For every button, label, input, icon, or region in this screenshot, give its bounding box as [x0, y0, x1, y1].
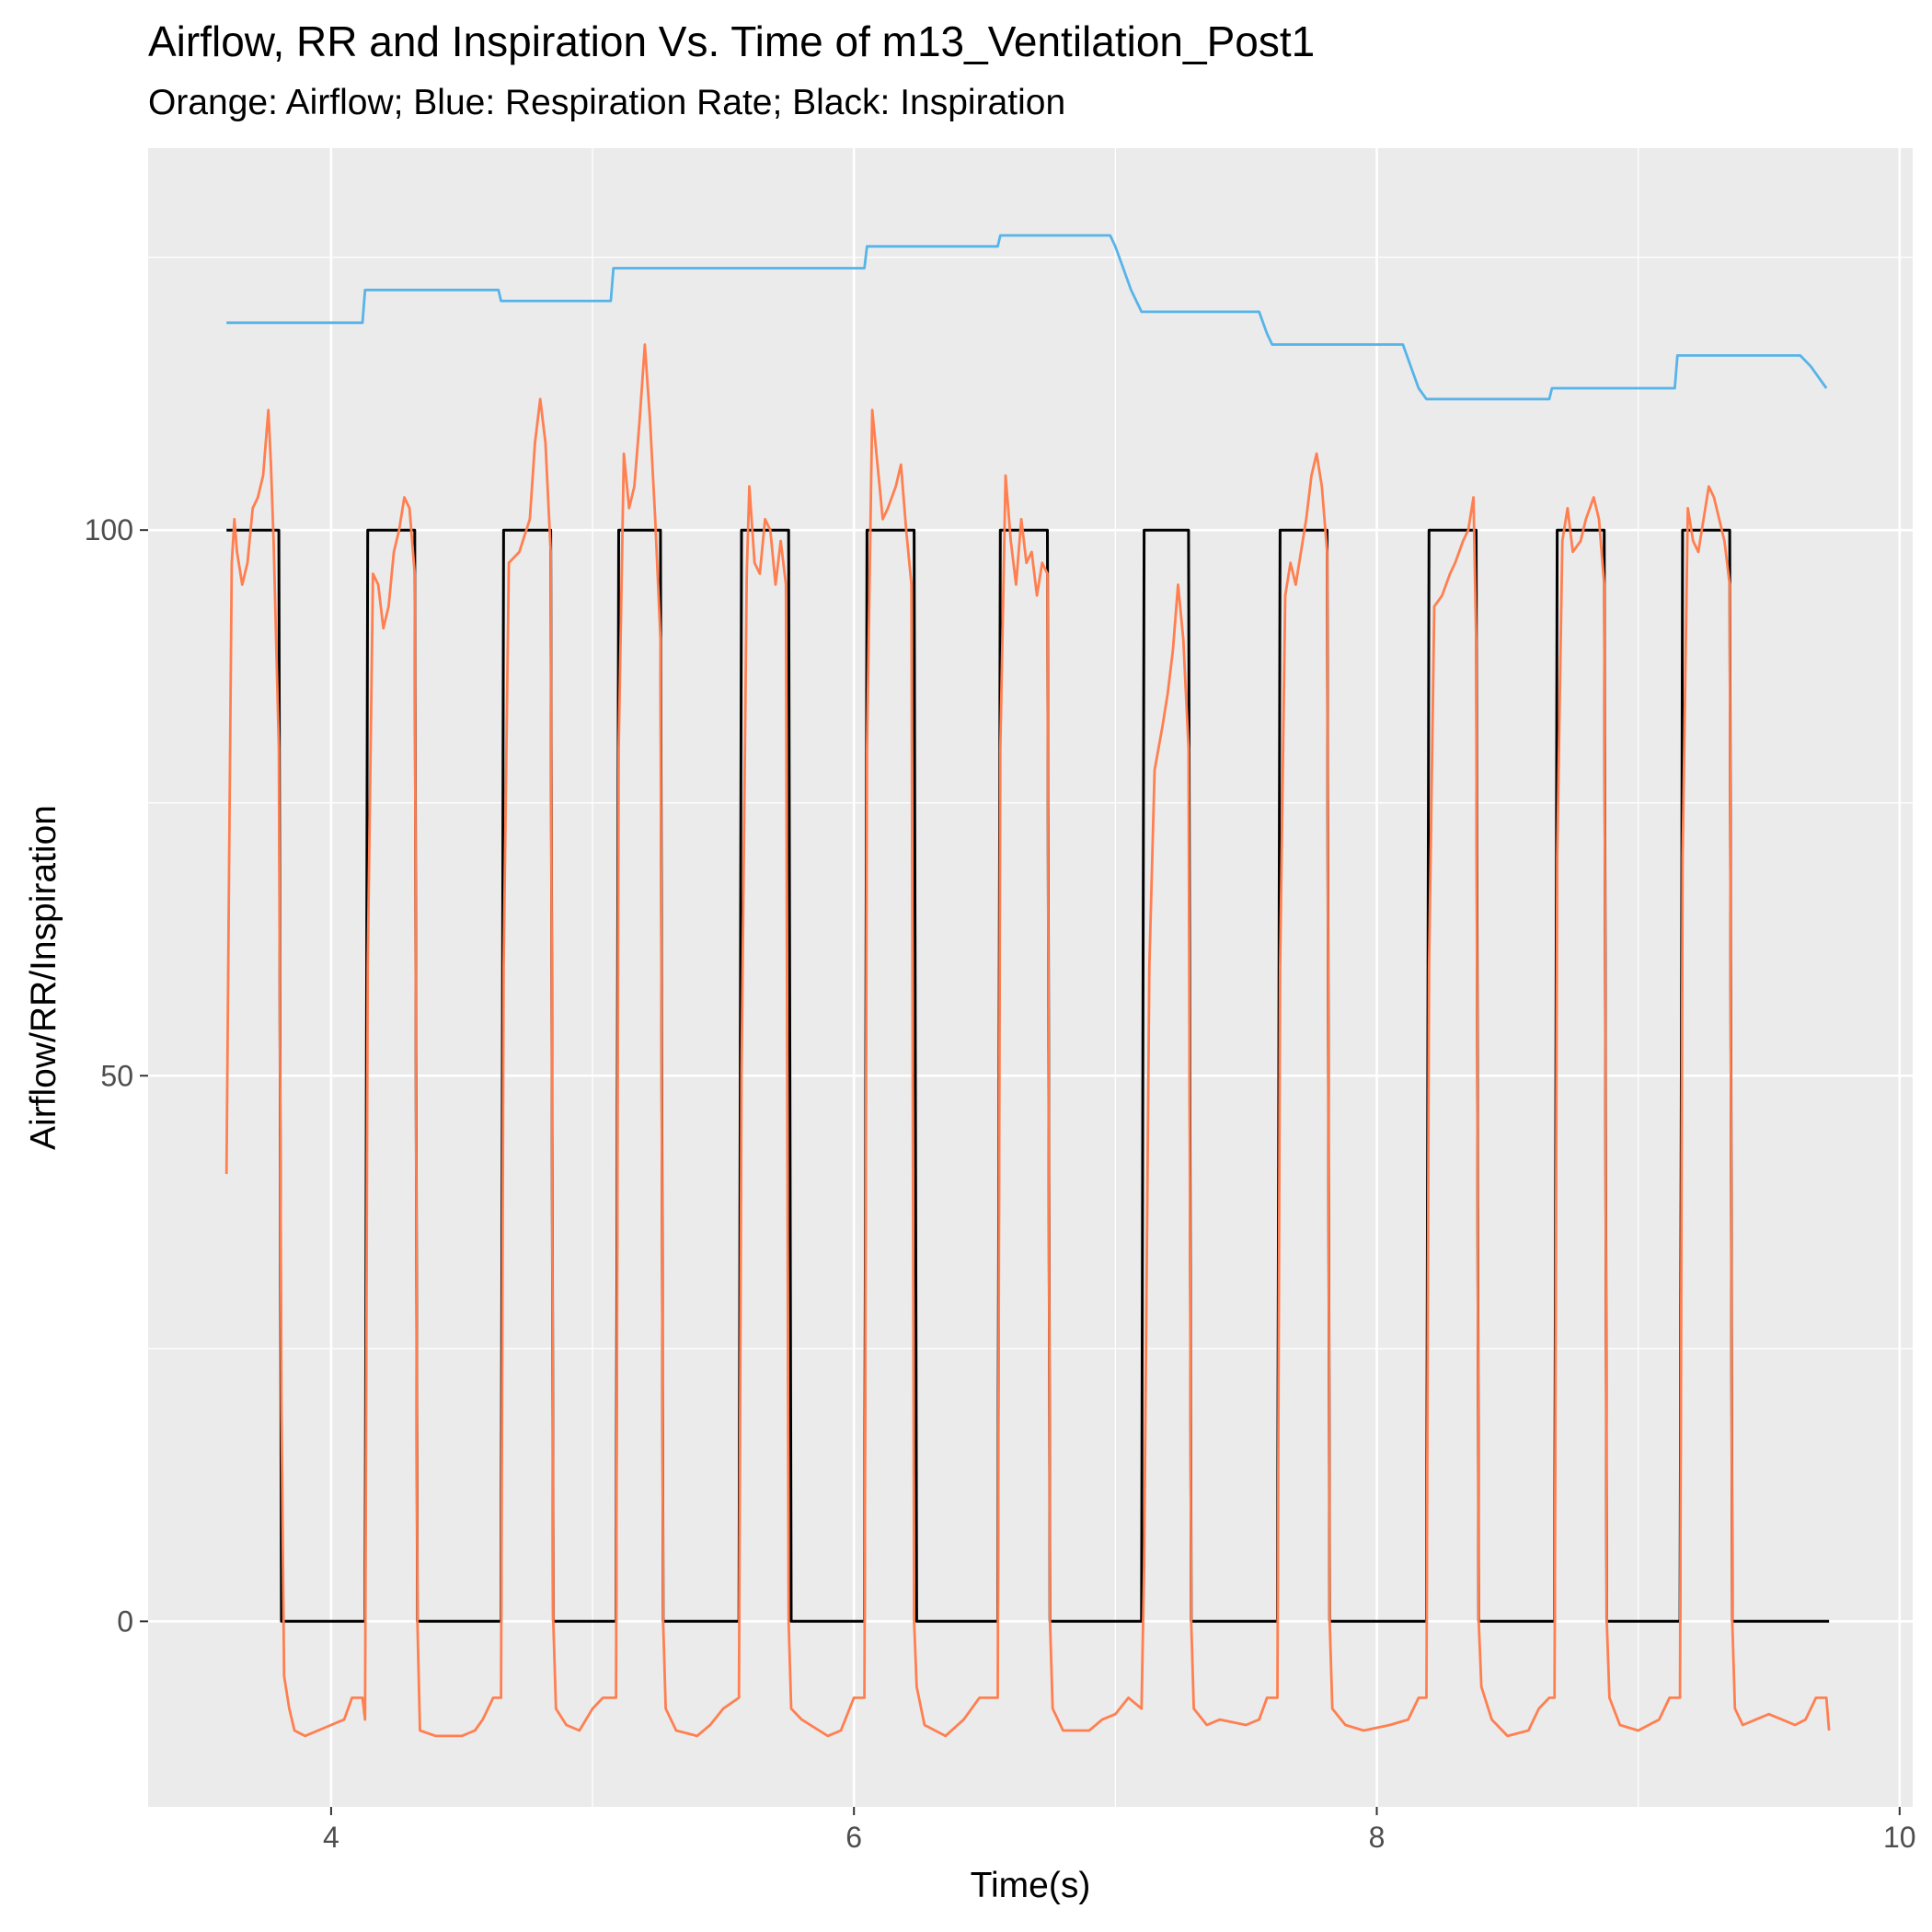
series-layer — [224, 234, 1831, 1738]
plot-panel — [148, 148, 1913, 1807]
x-tick-label: 6 — [845, 1821, 862, 1854]
chart-subtitle: Orange: Airflow; Blue: Respiration Rate;… — [148, 83, 1066, 122]
x-tick-label: 8 — [1369, 1821, 1386, 1854]
x-tick-label: 10 — [1883, 1821, 1916, 1854]
respiration-rate-line — [226, 234, 1828, 401]
y-axis-title: Airflow/RR/Inspiration — [24, 805, 63, 1150]
airflow-line — [224, 343, 1831, 1738]
x-axis-title: Time(s) — [971, 1866, 1091, 1905]
chart-title: Airflow, RR and Inspiration Vs. Time of … — [148, 17, 1316, 65]
major-gridlines — [148, 148, 1913, 1807]
x-tick-label: 4 — [323, 1821, 339, 1854]
y-tick-label: 50 — [100, 1059, 133, 1092]
y-tick-label: 0 — [117, 1604, 133, 1638]
y-tick-label: 100 — [85, 513, 133, 546]
minor-gridlines — [148, 148, 1913, 1807]
